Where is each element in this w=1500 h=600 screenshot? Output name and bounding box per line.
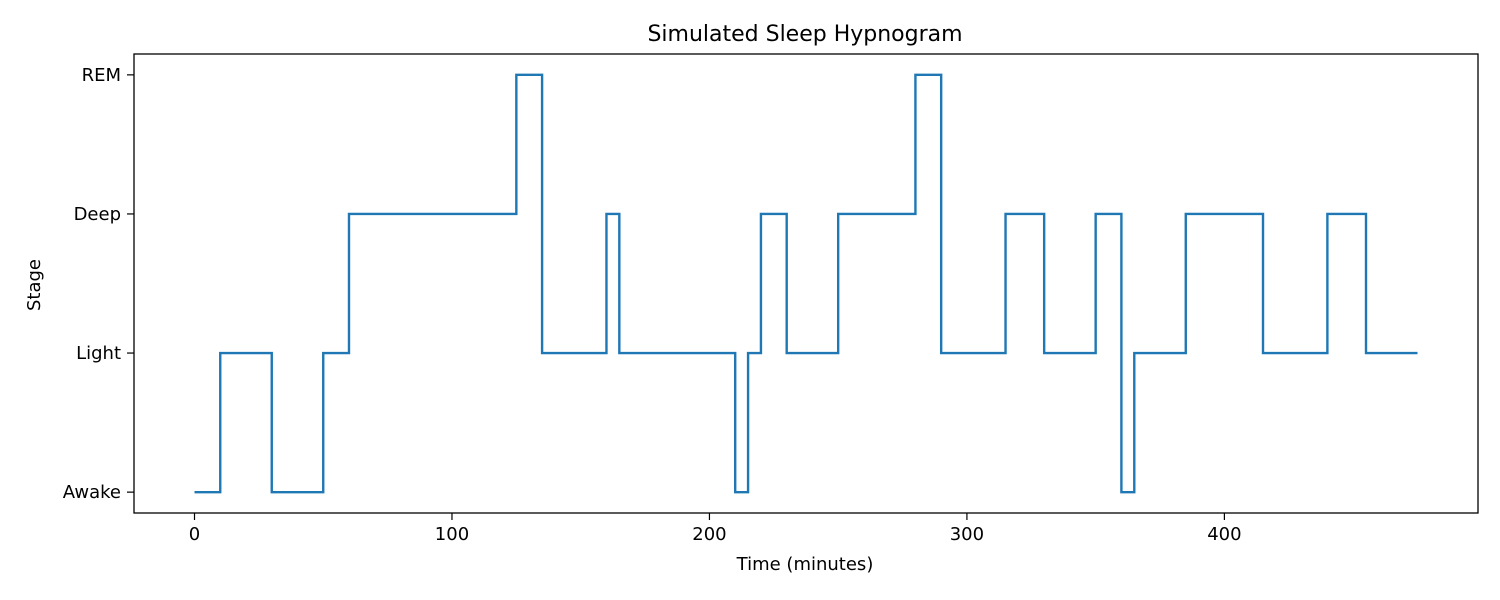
y-tick-label: REM [82,65,121,86]
y-axis-title: Stage [24,259,45,311]
y-tick-label: Light [76,343,121,364]
x-tick-label: 400 [1207,524,1241,545]
x-axis-title: Time (minutes) [736,554,874,575]
x-tick-label: 100 [435,524,469,545]
y-tick-label: Awake [63,482,121,503]
x-tick-label: 0 [189,524,200,545]
y-tick-label: Deep [74,204,121,225]
ticks-layer: 0 100 200 300 400 Awake Light Deep REM [63,65,1242,545]
series-layer [194,73,1418,494]
plot-area-frame [133,53,1479,514]
x-tick-label: 200 [692,524,726,545]
chart-title: Simulated Sleep Hypnogram [647,22,962,47]
x-tick-label: 300 [950,524,984,545]
sleep-stage-step-line [194,73,1418,494]
